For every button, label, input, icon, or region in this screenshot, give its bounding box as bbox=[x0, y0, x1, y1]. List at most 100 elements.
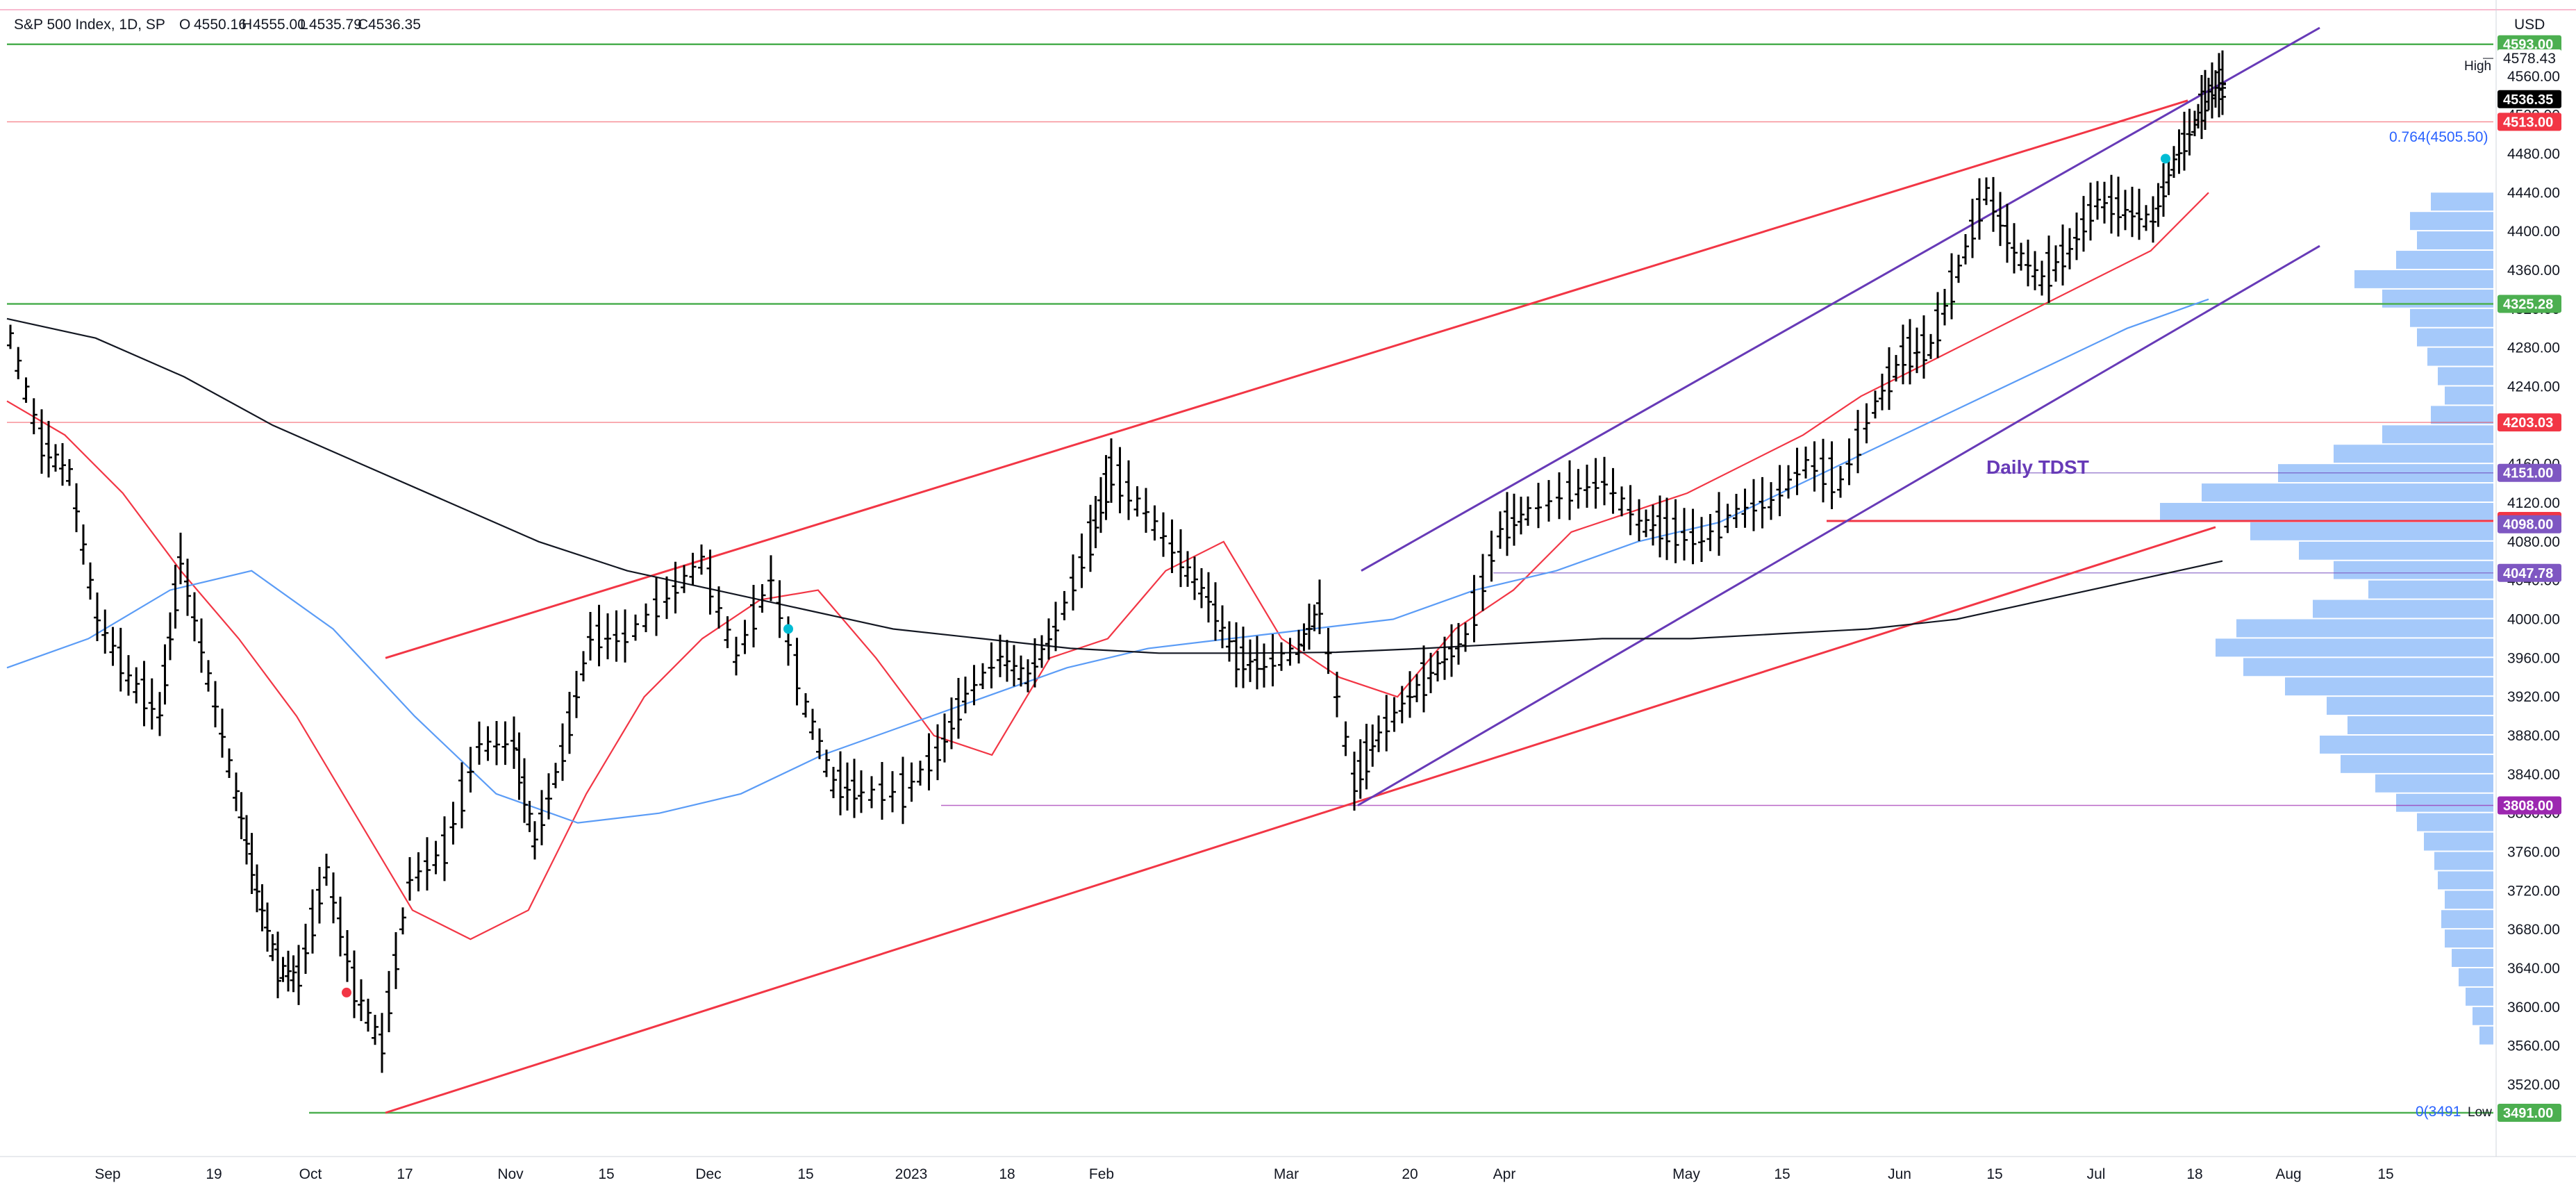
price-tag-label: 4047.78 bbox=[2503, 566, 2553, 581]
volume-profile-row bbox=[2431, 406, 2493, 424]
volume-profile-row bbox=[2396, 251, 2493, 269]
x-tick-label: 17 bbox=[397, 1166, 413, 1182]
y-tick-label: 3880.00 bbox=[2507, 728, 2560, 744]
y-tick-label: 4120.00 bbox=[2507, 495, 2560, 511]
volume-profile-row bbox=[2382, 289, 2493, 308]
volume-profile-row bbox=[2334, 561, 2493, 579]
volume-profile-row bbox=[2427, 347, 2493, 366]
volume-profile-row bbox=[2368, 580, 2493, 599]
volume-profile-row bbox=[2479, 1026, 2493, 1045]
header-open-value: 4550.16 bbox=[194, 17, 247, 33]
x-tick-label: Dec bbox=[695, 1166, 721, 1182]
tdst-label: Daily TDST bbox=[1986, 456, 2089, 478]
y-tick-label: 3840.00 bbox=[2507, 767, 2560, 783]
price-tag bbox=[2498, 515, 2561, 533]
lower-purple-trendline bbox=[1357, 245, 2320, 806]
price-tag bbox=[2498, 1104, 2561, 1122]
price-tag-label: 4325.28 bbox=[2503, 297, 2553, 312]
y-tick-label: 3920.00 bbox=[2507, 689, 2560, 705]
header-close-label: C bbox=[358, 17, 368, 33]
x-tick-label: Nov bbox=[497, 1166, 524, 1182]
volume-profile-row bbox=[2320, 735, 2493, 754]
x-tick-label: Feb bbox=[1089, 1166, 1114, 1182]
upper-red-trendline bbox=[385, 99, 2188, 659]
moving-average-line bbox=[6, 192, 2209, 941]
volume-profile-row bbox=[2382, 425, 2493, 444]
x-tick-label: 20 bbox=[1402, 1166, 1418, 1182]
annotations bbox=[342, 154, 2170, 997]
x-tick-label: 18 bbox=[2186, 1166, 2202, 1182]
volume-profile-row bbox=[2160, 502, 2493, 521]
volume-profile-row bbox=[2348, 716, 2493, 734]
volume-profile-row bbox=[2438, 871, 2493, 890]
y-tick-label: 4360.00 bbox=[2507, 263, 2560, 279]
fib-lower-label: 0(3491 bbox=[2416, 1104, 2461, 1120]
volume-profile-row bbox=[2410, 308, 2493, 327]
y-tick-label: 3520.00 bbox=[2507, 1077, 2560, 1093]
x-tick-label: 2023 bbox=[895, 1166, 928, 1182]
volume-profile-row bbox=[2459, 968, 2493, 986]
price-tag-label: 3491.00 bbox=[2503, 1106, 2553, 1121]
volume-profile-row bbox=[2216, 638, 2493, 657]
price-tag bbox=[2498, 49, 2561, 68]
y-tick-label: 3600.00 bbox=[2507, 1000, 2560, 1016]
price-tag-label: 3808.00 bbox=[2503, 799, 2553, 814]
y-tick-label: 4240.00 bbox=[2507, 379, 2560, 395]
price-tag-label: 4578.43 bbox=[2503, 51, 2556, 67]
volume-profile bbox=[2160, 192, 2493, 1045]
x-tick-label: 18 bbox=[999, 1166, 1015, 1182]
volume-profile-row bbox=[2417, 231, 2493, 250]
volume-profile-row bbox=[2243, 658, 2493, 677]
low-marker-label: Low bbox=[2468, 1105, 2492, 1120]
volume-profile-row bbox=[2375, 774, 2493, 793]
volume-profile-row bbox=[2473, 1007, 2493, 1025]
price-tag-label: 4593.00 bbox=[2503, 38, 2553, 53]
volume-profile-row bbox=[2434, 852, 2493, 870]
x-tick-label: 15 bbox=[2377, 1166, 2393, 1182]
price-bars bbox=[7, 50, 2226, 1073]
y-tick-label: 3760.00 bbox=[2507, 845, 2560, 861]
header-high-label: H bbox=[242, 17, 252, 33]
volume-profile-row bbox=[2299, 541, 2493, 560]
price-tag-label: 4151.00 bbox=[2503, 466, 2553, 481]
x-tick-label: Sep bbox=[94, 1166, 120, 1182]
volume-profile-row bbox=[2445, 891, 2493, 909]
x-tick-label: 15 bbox=[1986, 1166, 2002, 1182]
volume-profile-row bbox=[2202, 483, 2493, 502]
x-tick-label: 15 bbox=[598, 1166, 614, 1182]
price-tag bbox=[2498, 796, 2561, 815]
price-tag bbox=[2498, 413, 2561, 432]
x-tick-label: Mar bbox=[1274, 1166, 1299, 1182]
price-tag-label: 4513.00 bbox=[2503, 115, 2553, 130]
high-marker-label: High bbox=[2464, 59, 2491, 74]
y-tick-label: 3680.00 bbox=[2507, 922, 2560, 938]
volume-profile-row bbox=[2327, 697, 2493, 715]
signal-dot bbox=[783, 624, 793, 634]
header-open-label: O bbox=[179, 17, 190, 33]
y-tick-label: 4080.00 bbox=[2507, 534, 2560, 550]
price-tag bbox=[2498, 463, 2561, 482]
volume-profile-row bbox=[2417, 813, 2493, 831]
header-high-value: 4555.00 bbox=[253, 17, 306, 33]
volume-profile-row bbox=[2417, 328, 2493, 347]
y-tick-label: 4560.00 bbox=[2507, 69, 2560, 85]
price-tag bbox=[2498, 35, 2561, 53]
signal-dot bbox=[342, 987, 351, 997]
x-tick-label: Jun bbox=[1888, 1166, 1911, 1182]
y-tick-label: 3720.00 bbox=[2507, 883, 2560, 899]
price-tag-label: 4536.35 bbox=[2503, 92, 2553, 108]
volume-profile-row bbox=[2445, 929, 2493, 948]
header-symbol: S&P 500 Index, 1D, SP bbox=[14, 17, 165, 33]
fib-upper-label: 0.764(4505.50) bbox=[2389, 129, 2488, 145]
price-tag bbox=[2498, 90, 2561, 108]
moving-average-line bbox=[6, 317, 2223, 654]
price-tag bbox=[2498, 113, 2561, 131]
volume-profile-row bbox=[2438, 367, 2493, 386]
x-tick-label: Aug bbox=[2275, 1166, 2301, 1182]
price-tag bbox=[2498, 295, 2561, 313]
volume-profile-row bbox=[2236, 619, 2493, 638]
y-tick-label: 3960.00 bbox=[2507, 650, 2560, 666]
